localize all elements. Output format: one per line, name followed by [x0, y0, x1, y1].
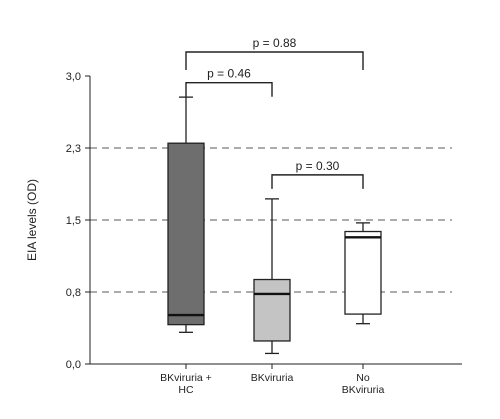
boxes: [167, 96, 382, 355]
comparison-bracket: p = 0.88: [185, 36, 364, 70]
category-label: BKviruria: [342, 384, 385, 396]
category-label: BKviruria: [251, 372, 294, 384]
significance-brackets: p = 0.88 p = 0.46 p = 0.30: [185, 36, 364, 189]
box-group: [253, 198, 291, 355]
p-value-label: p = 0.46: [207, 67, 251, 81]
y-ticks: 0,0 0,8 1,5 2,3 3,0: [66, 71, 90, 371]
y-tick-label: 3,0: [66, 71, 81, 83]
bracket-line: [185, 51, 364, 70]
comparison-bracket: p = 0.46: [185, 67, 273, 97]
y-tick-label: 0,8: [66, 287, 81, 299]
y-axis-title: EIA levels (OD): [25, 179, 39, 261]
box-group: [167, 96, 205, 333]
box: [253, 278, 291, 342]
y-tick-label: 0,0: [66, 359, 81, 371]
box: [344, 230, 382, 315]
bracket-line: [185, 82, 273, 97]
p-value-label: p = 0.88: [253, 36, 297, 50]
y-tick-label: 1,5: [66, 215, 81, 227]
y-tick-label: 2,3: [66, 143, 81, 155]
box: [167, 142, 205, 326]
category-label: HC: [178, 384, 194, 396]
comparison-bracket: p = 0.30: [271, 159, 364, 189]
category-label: No: [356, 372, 370, 384]
p-value-label: p = 0.30: [296, 159, 340, 173]
box-group: [344, 222, 382, 325]
reference-lines: [90, 147, 452, 293]
bracket-line: [271, 174, 364, 189]
category-label: BKviruria +: [160, 372, 212, 384]
